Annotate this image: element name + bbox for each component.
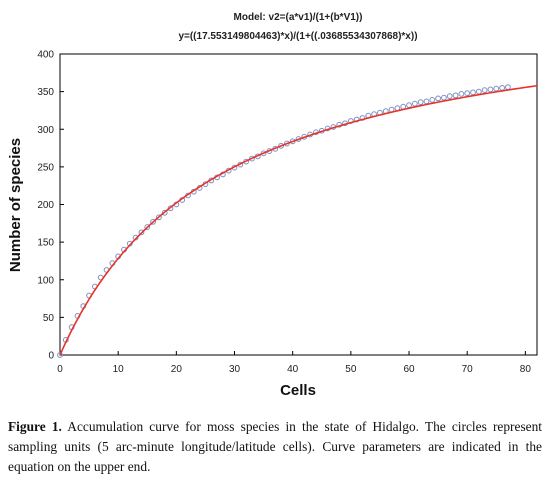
y-tick-label: 300	[37, 125, 54, 136]
fitted-curve	[59, 84, 538, 356]
data-point	[417, 99, 424, 106]
x-axis-title: Cells	[280, 382, 316, 399]
x-tick-label: 60	[403, 364, 415, 375]
caption-text: Accumulation curve for moss species in t…	[8, 419, 543, 474]
data-point	[464, 90, 471, 97]
y-tick-label: 50	[43, 313, 55, 324]
data-point	[481, 87, 488, 94]
data-point	[505, 84, 511, 91]
caption-label: Figure 1.	[8, 419, 62, 434]
x-tick-label: 20	[171, 364, 183, 375]
data-point	[423, 98, 430, 105]
fitted-curve-layer	[59, 84, 538, 356]
y-tick-label: 200	[37, 200, 54, 211]
data-point	[411, 100, 418, 107]
y-axis-title: Number of species	[7, 138, 24, 272]
data-point	[475, 88, 482, 95]
y-tick-label: 0	[48, 351, 54, 362]
x-tick-label: 50	[345, 364, 357, 375]
data-point	[493, 85, 500, 92]
figure-caption: Figure 1. Accumulation curve for moss sp…	[8, 417, 542, 477]
x-tick-label: 80	[520, 364, 532, 375]
y-tick-label: 150	[37, 238, 54, 249]
data-point	[144, 224, 151, 230]
data-point	[470, 89, 476, 96]
data-point	[359, 115, 366, 121]
data-point	[452, 92, 459, 99]
data-point	[441, 94, 447, 101]
accumulation-chart: Model: v2=(a*v1)/(1+(b*V1)) y=((17.55314…	[7, 12, 538, 399]
data-point	[446, 93, 453, 100]
x-tick-label: 30	[229, 364, 241, 375]
x-tick-label: 10	[113, 364, 125, 375]
data-point	[155, 214, 162, 221]
data-point	[406, 102, 412, 109]
data-point	[138, 229, 145, 236]
data-point	[458, 90, 465, 97]
x-tick-label: 0	[57, 364, 63, 375]
data-point	[499, 84, 505, 91]
chart-equation: y=((17.553149804463)*x)/(1+((.0368553430…	[178, 31, 417, 42]
data-point	[435, 95, 442, 102]
y-tick-label: 100	[37, 275, 54, 286]
data-point	[429, 97, 436, 103]
data-point	[57, 352, 63, 358]
x-tick-label: 40	[287, 364, 299, 375]
observed-points	[57, 84, 511, 358]
data-point	[167, 205, 174, 212]
x-axis-ticks: 0 10 20 30 40 50 60 70 80	[57, 351, 531, 375]
y-tick-label: 400	[37, 50, 54, 61]
y-tick-label: 250	[37, 162, 54, 173]
plot-frame	[59, 53, 538, 356]
x-tick-label: 70	[462, 364, 474, 375]
data-point	[487, 86, 494, 93]
y-tick-label: 350	[37, 87, 54, 98]
data-point	[161, 209, 168, 216]
chart-title: Model: v2=(a*v1)/(1+(b*V1))	[234, 12, 363, 23]
data-point	[150, 218, 156, 225]
